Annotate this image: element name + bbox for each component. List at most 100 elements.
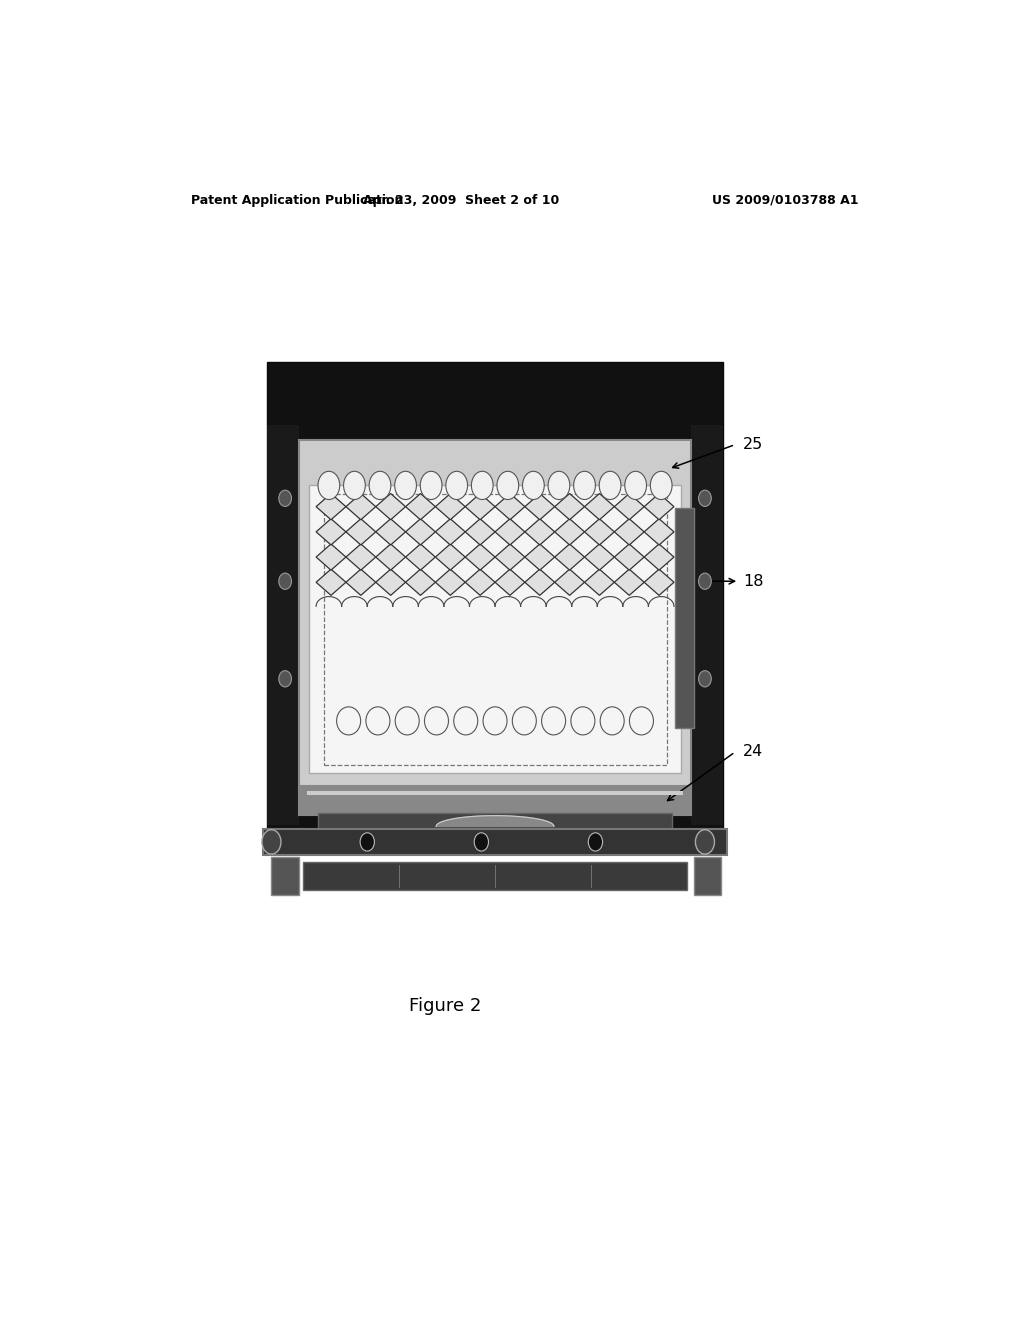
Bar — [675, 508, 693, 727]
Circle shape — [695, 830, 715, 854]
Ellipse shape — [512, 706, 537, 735]
Polygon shape — [525, 494, 555, 520]
Polygon shape — [316, 494, 346, 520]
Bar — [271, 857, 299, 895]
Ellipse shape — [366, 706, 390, 735]
Ellipse shape — [344, 471, 366, 499]
Polygon shape — [436, 816, 554, 826]
Bar — [306, 792, 683, 795]
Polygon shape — [585, 569, 614, 595]
Ellipse shape — [425, 706, 449, 735]
Polygon shape — [346, 544, 376, 570]
Polygon shape — [465, 519, 495, 545]
Circle shape — [474, 833, 488, 851]
Bar — [308, 486, 681, 774]
Polygon shape — [614, 569, 644, 595]
Polygon shape — [465, 544, 495, 570]
Ellipse shape — [483, 706, 507, 735]
Polygon shape — [585, 544, 614, 570]
Ellipse shape — [369, 471, 391, 499]
Polygon shape — [555, 544, 585, 570]
Polygon shape — [465, 494, 495, 520]
Polygon shape — [644, 519, 674, 545]
Polygon shape — [555, 519, 585, 545]
Ellipse shape — [454, 706, 478, 735]
Bar — [318, 813, 672, 840]
Circle shape — [279, 490, 292, 507]
Circle shape — [698, 490, 712, 507]
Polygon shape — [465, 569, 495, 595]
Ellipse shape — [571, 706, 595, 735]
Bar — [299, 440, 691, 791]
Polygon shape — [316, 519, 346, 545]
Polygon shape — [435, 569, 465, 595]
Bar — [691, 425, 723, 825]
Polygon shape — [316, 544, 346, 570]
Polygon shape — [406, 494, 435, 520]
Polygon shape — [614, 519, 644, 545]
Text: US 2009/0103788 A1: US 2009/0103788 A1 — [712, 194, 858, 207]
Text: 18: 18 — [743, 574, 764, 589]
Bar — [267, 362, 723, 850]
Text: 24: 24 — [743, 744, 763, 759]
Circle shape — [698, 573, 712, 589]
Polygon shape — [376, 569, 406, 595]
Polygon shape — [346, 569, 376, 595]
Polygon shape — [614, 544, 644, 570]
Polygon shape — [406, 519, 435, 545]
Bar — [693, 857, 721, 895]
Ellipse shape — [318, 471, 340, 499]
Ellipse shape — [394, 471, 417, 499]
Polygon shape — [614, 494, 644, 520]
Polygon shape — [406, 569, 435, 595]
Circle shape — [279, 671, 292, 686]
Ellipse shape — [600, 706, 625, 735]
Polygon shape — [585, 494, 614, 520]
Polygon shape — [644, 544, 674, 570]
Ellipse shape — [445, 471, 468, 499]
Ellipse shape — [625, 471, 646, 499]
Polygon shape — [316, 569, 346, 595]
Polygon shape — [435, 494, 465, 520]
Polygon shape — [555, 494, 585, 520]
Ellipse shape — [497, 471, 519, 499]
Polygon shape — [376, 544, 406, 570]
Polygon shape — [525, 519, 555, 545]
Bar — [324, 494, 667, 764]
Polygon shape — [376, 494, 406, 520]
Ellipse shape — [542, 706, 565, 735]
Ellipse shape — [395, 706, 419, 735]
Polygon shape — [435, 544, 465, 570]
Polygon shape — [585, 519, 614, 545]
Polygon shape — [376, 519, 406, 545]
Polygon shape — [644, 569, 674, 595]
Ellipse shape — [650, 471, 672, 499]
Text: Apr. 23, 2009  Sheet 2 of 10: Apr. 23, 2009 Sheet 2 of 10 — [364, 194, 559, 207]
Bar — [263, 829, 727, 854]
Ellipse shape — [420, 471, 442, 499]
Ellipse shape — [599, 471, 621, 499]
Circle shape — [360, 833, 375, 851]
Polygon shape — [644, 494, 674, 520]
Bar — [267, 425, 299, 825]
Circle shape — [262, 830, 281, 854]
Polygon shape — [495, 494, 525, 520]
Ellipse shape — [548, 471, 569, 499]
Polygon shape — [525, 569, 555, 595]
Text: 25: 25 — [743, 437, 763, 453]
Bar — [303, 862, 687, 890]
Polygon shape — [555, 569, 585, 595]
Polygon shape — [435, 519, 465, 545]
Ellipse shape — [337, 706, 360, 735]
Polygon shape — [525, 544, 555, 570]
Ellipse shape — [630, 706, 653, 735]
Polygon shape — [495, 569, 525, 595]
Text: Patent Application Publication: Patent Application Publication — [191, 194, 403, 207]
Polygon shape — [346, 494, 376, 520]
Polygon shape — [495, 544, 525, 570]
Circle shape — [588, 833, 602, 851]
Ellipse shape — [471, 471, 494, 499]
Polygon shape — [406, 544, 435, 570]
Circle shape — [698, 671, 712, 686]
Ellipse shape — [522, 471, 544, 499]
